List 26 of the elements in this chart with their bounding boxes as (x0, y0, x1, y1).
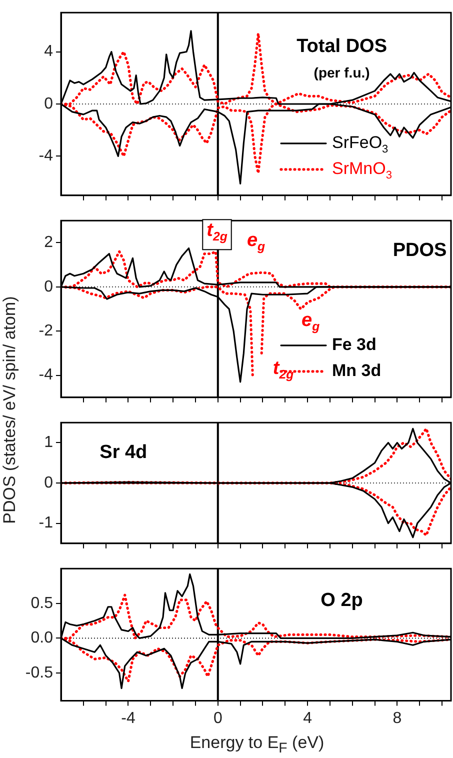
text: Total DOS (296, 36, 388, 57)
x-axis-title: Energy to E$_{F}$ (eV) (188, 733, 326, 756)
y-tick-label: 2 (44, 234, 54, 252)
y-tick-label: -0.5 (25, 664, 54, 682)
y-tick-label: 0.0 (30, 630, 54, 647)
y-tick-label: 1 (44, 434, 54, 452)
text: O 2p (320, 590, 363, 611)
y-tick-label: -1 (38, 514, 54, 532)
x-tick-label: 8 (392, 710, 402, 727)
x-tick-label: 4 (303, 710, 312, 727)
y-tick-label: 0.5 (30, 594, 54, 612)
legend-label: Mn 3d (332, 361, 382, 380)
y-tick-label: 0 (44, 95, 54, 112)
y-tick-label: -4 (38, 366, 54, 384)
text: (per f.u.) (314, 64, 370, 80)
legend-label: Fe 3d (332, 335, 376, 354)
y-tick-label: -2 (38, 322, 54, 340)
x-tick-label: 0 (213, 710, 222, 727)
x-tick-label: -4 (121, 710, 136, 727)
y-tick-label: 0 (44, 474, 54, 492)
y-tick-label: -4 (38, 148, 54, 165)
text: Sr 4d (100, 442, 148, 463)
y-tick-label: 4 (44, 43, 54, 60)
text: PDOS (392, 240, 447, 261)
y-axis-title: PDOS (states/ eV/ spin/ atom) (0, 296, 20, 524)
y-tick-label: 0 (44, 278, 54, 296)
